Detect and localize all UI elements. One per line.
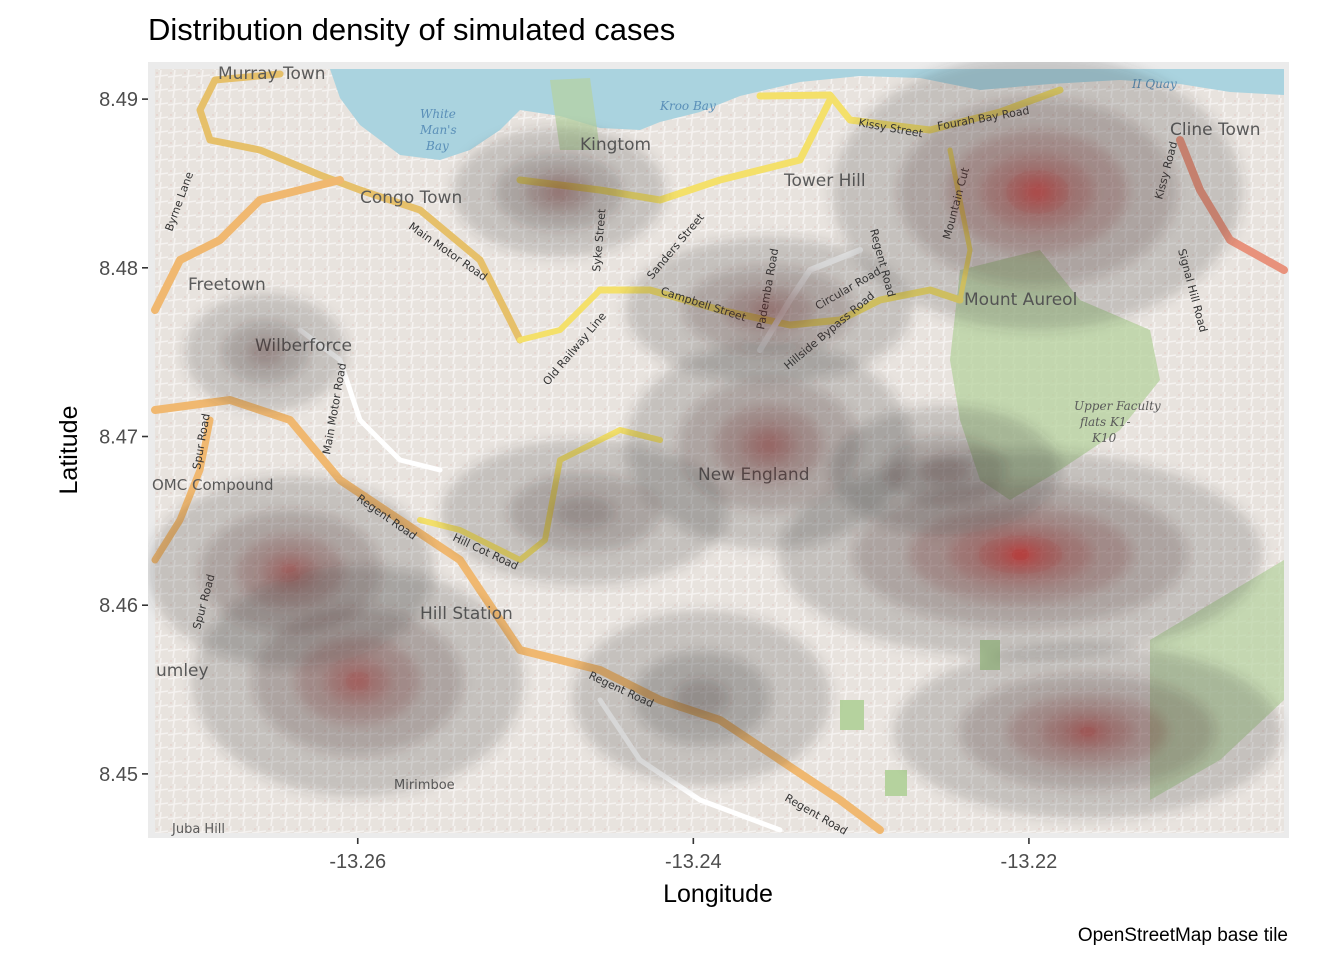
x-tick-label: -13.26 [329,851,386,873]
road-western [151,176,344,314]
density-band [545,182,574,202]
density-hotspot [452,127,666,257]
x-tick-label: -13.22 [1001,851,1058,873]
density-hotspot [830,405,1060,535]
density-band [757,436,781,454]
density-hotspot [832,62,1243,330]
density-band [1015,551,1026,558]
label-murray-town: Murray Town [218,64,326,84]
road-old-railway [517,287,603,343]
label-juba-hill: Juba Hill [171,822,225,837]
label-white-1: White [420,107,456,121]
density-hotspot [625,237,912,383]
density-band [1077,726,1098,738]
label-upper-faculty-2: flats K1- [1079,415,1131,429]
density-hotspot [441,439,728,586]
x-tick-label: -13.24 [665,851,722,873]
y-tick-label: 8.49 [99,89,138,111]
y-axis-title: Latitude [55,406,83,495]
label-white-2: Man's [419,123,457,137]
green-patch-1 [840,700,864,730]
density-band [920,455,970,485]
label-upper-faculty-3: K10 [1091,431,1117,445]
label-kroo-bay: Kroo Bay [659,99,716,113]
density-hotspot [572,611,831,785]
y-tick-label: 8.47 [99,427,138,449]
chart-title: Distribution density of simulated cases [148,12,675,47]
density-band [750,299,788,321]
density-hotspot [893,644,1282,819]
density-band [553,496,615,529]
y-tick-label: 8.46 [99,595,138,617]
density-band [673,678,730,718]
chart-caption: OpenStreetMap base tile [1078,925,1288,946]
label-upper-faculty-1: Upper Faculty [1074,399,1161,413]
x-axis-title: Longitude [663,880,773,908]
density-contours [148,62,1282,819]
label-congo-town: Congo Town [360,188,462,208]
density-hotspot [184,293,347,411]
density-hotspot [192,565,524,797]
label-white-3: Bay [425,139,449,153]
density-band [344,671,371,691]
y-tick-label: 8.45 [99,764,138,786]
y-tick-label: 8.48 [99,258,138,280]
y-axis: 8.45 8.46 8.47 8.48 8.49 [99,89,148,786]
density-hotspot [778,450,1263,659]
road-main-motor [196,70,524,344]
density-band [1030,186,1045,198]
label-freetown: Freetown [188,275,266,295]
plot-panel: Murray Town White Man's Bay Kroo Bay Kin… [148,62,1289,838]
density-band [247,338,284,366]
green-patch-3 [885,770,907,796]
x-axis: -13.26 -13.24 -13.22 [329,838,1057,873]
